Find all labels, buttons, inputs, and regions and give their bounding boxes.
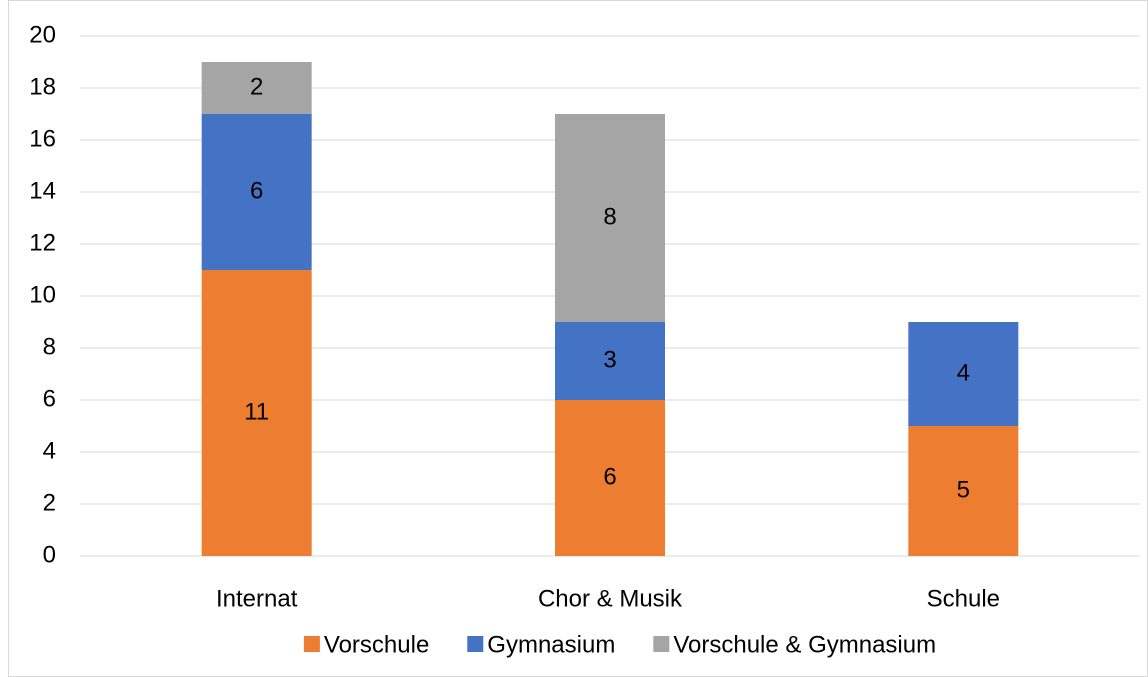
bar-segment — [908, 322, 1019, 426]
y-tick-label: 6 — [43, 385, 56, 412]
y-tick-label: 10 — [29, 281, 56, 308]
bar-segment — [555, 114, 665, 322]
legend-swatch — [467, 636, 484, 652]
data-label: 11 — [244, 398, 269, 425]
y-tick-label: 18 — [29, 73, 56, 100]
y-tick-label: 12 — [29, 229, 56, 256]
data-label: 8 — [603, 203, 616, 230]
y-tick-label: 8 — [43, 333, 56, 360]
data-label: 4 — [957, 359, 970, 386]
bar-segment — [201, 270, 312, 556]
data-label: 6 — [603, 463, 616, 490]
y-tick-label: 20 — [29, 21, 56, 48]
legend-label: Vorschule & Gymnasium — [673, 631, 936, 658]
data-label: 2 — [250, 73, 263, 100]
x-tick-label: Schule — [927, 585, 1000, 612]
bar-segment — [201, 62, 312, 114]
y-tick-label: 16 — [29, 125, 56, 152]
legend-swatch — [303, 636, 320, 652]
y-tick-label: 4 — [43, 437, 56, 464]
legend-label: Vorschule — [324, 631, 429, 658]
bar-segment — [555, 322, 665, 400]
y-tick-label: 2 — [43, 489, 56, 516]
bar-segment — [908, 426, 1019, 556]
x-tick-label: Chor & Musik — [538, 585, 683, 612]
y-tick-label: 0 — [43, 541, 56, 568]
data-label: 6 — [250, 177, 263, 204]
legend-swatch — [653, 636, 670, 652]
data-label: 5 — [957, 476, 970, 503]
y-tick-label: 14 — [29, 177, 56, 204]
data-label: 3 — [603, 346, 616, 373]
bar-segment — [555, 400, 665, 556]
legend-label: Gymnasium — [487, 631, 615, 658]
bar-segment — [201, 114, 312, 270]
x-tick-label: Internat — [216, 585, 298, 612]
